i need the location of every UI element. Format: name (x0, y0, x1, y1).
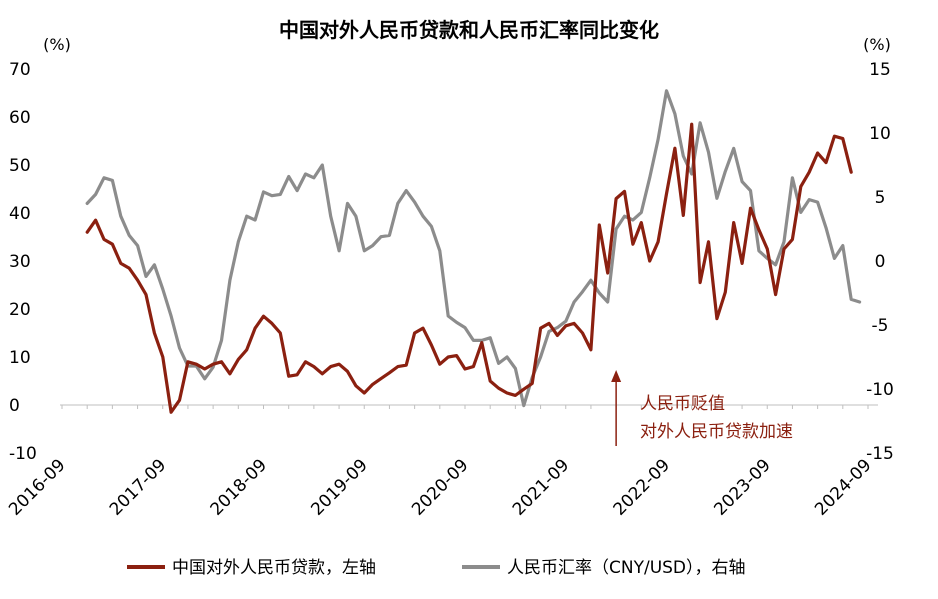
left-tick-label: 10 (9, 348, 31, 368)
legend-label-loans: 中国对外人民币贷款，左轴 (172, 558, 376, 578)
chart-title: 中国对外人民币贷款和人民币汇率同比变化 (279, 18, 659, 42)
right-tick-label: -10 (866, 380, 894, 400)
left-tick-label: -10 (9, 444, 37, 464)
right-axis-unit: (%) (863, 35, 891, 54)
series-line-loans (85, 122, 853, 414)
series-layer (85, 89, 862, 414)
x-tick-label: 2024-09 (811, 455, 875, 519)
annotation-line-2: 对外人民币贷款加速 (640, 422, 793, 442)
annotation-arrow-head (611, 370, 622, 382)
x-tick-label: 2018-09 (207, 455, 271, 519)
left-tick-label: 40 (9, 204, 31, 224)
left-tick-label: 50 (9, 156, 31, 176)
x-tick-label: 2023-09 (710, 455, 774, 519)
left-tick-label: 30 (9, 252, 31, 272)
right-tick-label: 10 (869, 124, 891, 144)
series-line-fx (85, 89, 862, 408)
right-axis: -15 -10 -5 0 5 10 15 (866, 60, 894, 464)
x-tick-label: 2016-09 (5, 455, 69, 519)
left-tick-label: 70 (9, 60, 31, 80)
legend-label-fx: 人民币汇率（CNY/USD），右轴 (507, 558, 746, 578)
left-tick-label: 0 (9, 396, 20, 416)
x-tick-label: 2022-09 (610, 455, 674, 519)
annotation-line-1: 人民币贬值 (640, 394, 725, 414)
left-axis: -10 0 10 20 30 40 50 60 70 (9, 60, 37, 464)
x-tick-label: 2020-09 (408, 455, 472, 519)
left-tick-label: 20 (9, 300, 31, 320)
legend: 中国对外人民币贷款，左轴 人民币汇率（CNY/USD），右轴 (127, 558, 746, 578)
x-tick-label: 2019-09 (307, 455, 371, 519)
right-tick-label: -5 (872, 316, 889, 336)
right-tick-label: 5 (875, 188, 886, 208)
left-axis-unit: (%) (43, 35, 71, 54)
annotation: 人民币贬值 对外人民币贷款加速 (611, 370, 793, 446)
right-tick-label: -15 (866, 444, 894, 464)
left-tick-label: 60 (9, 108, 31, 128)
right-tick-label: 0 (875, 252, 886, 272)
right-tick-label: 15 (869, 60, 891, 80)
x-tick-label: 2017-09 (106, 455, 170, 519)
x-tick-label: 2021-09 (509, 455, 573, 519)
